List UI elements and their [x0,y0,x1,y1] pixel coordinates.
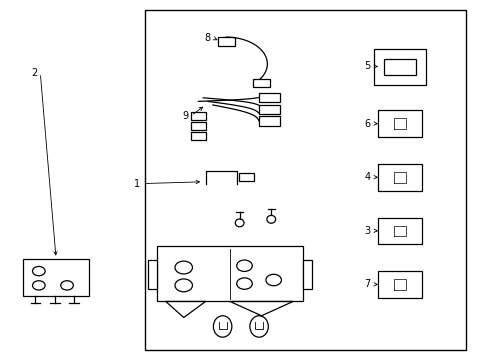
Bar [259,93,279,102]
Text: 4: 4 [364,172,370,182]
Bar [144,10,465,350]
Text: 9: 9 [182,111,188,121]
Bar [252,78,269,87]
Bar [148,260,157,289]
Text: 8: 8 [204,33,210,43]
Bar [217,37,234,46]
Bar [259,116,279,126]
Bar [373,49,425,85]
Text: 5: 5 [364,62,370,71]
Bar [191,122,205,130]
Bar [191,112,205,120]
Text: 7: 7 [364,279,370,289]
Text: 6: 6 [364,118,370,129]
Bar [377,164,421,191]
Text: 1: 1 [134,179,140,189]
Bar [383,59,415,75]
Bar [157,246,302,301]
Bar [377,217,421,244]
Bar [191,132,205,140]
Bar [23,258,89,296]
Bar [238,173,254,181]
Text: 3: 3 [364,226,370,236]
Bar [377,111,421,137]
Bar [377,271,421,298]
Bar [302,260,311,289]
Bar [259,105,279,114]
Text: 2: 2 [32,68,38,78]
Bar [377,51,421,82]
